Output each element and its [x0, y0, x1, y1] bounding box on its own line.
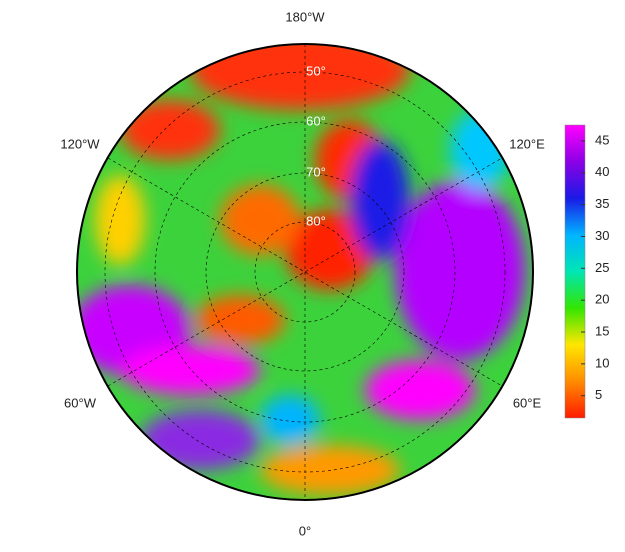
lat-label: 50° — [306, 63, 326, 78]
colorbar-tick-label: 10 — [595, 355, 609, 370]
lat-label: 80° — [306, 213, 326, 228]
colorbar-tick-label: 30 — [595, 228, 609, 243]
colorbar-tick-label: 35 — [595, 196, 609, 211]
colorbar — [564, 124, 586, 419]
lon-label: 120°E — [509, 136, 545, 151]
colorbar-tick-label: 5 — [595, 387, 602, 402]
lon-label: 0° — [299, 523, 311, 538]
lat-label: 60° — [306, 113, 326, 128]
lon-label: 60°E — [513, 395, 542, 410]
data-field — [77, 44, 533, 500]
graticule — [104, 44, 506, 500]
colorbar-tick-label: 20 — [595, 292, 609, 307]
colorbar-tick-label: 25 — [595, 260, 609, 275]
lat-label: 70° — [306, 164, 326, 179]
colorbar-tick-label: 40 — [595, 164, 609, 179]
colorbar-tick-label: 15 — [595, 323, 609, 338]
lon-label: 180°W — [285, 9, 325, 24]
map-border — [76, 43, 534, 501]
lon-label: 60°W — [64, 395, 97, 410]
lon-label: 120°W — [60, 136, 100, 151]
colorbar-tick-label: 45 — [595, 132, 609, 147]
